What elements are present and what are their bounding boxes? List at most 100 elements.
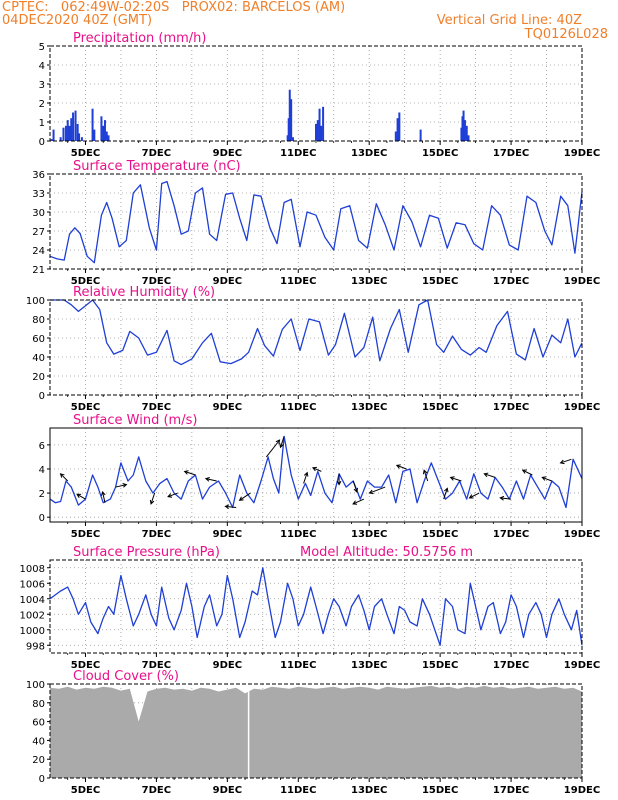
precip-bar bbox=[66, 120, 69, 141]
x-tick-label: 7DEC bbox=[142, 402, 171, 413]
panel-frame bbox=[49, 45, 583, 142]
precip-bar bbox=[460, 127, 463, 141]
precip-bar bbox=[70, 118, 73, 141]
y-tick-label: 2 bbox=[39, 99, 45, 110]
panel-title: Cloud Cover (%) bbox=[73, 669, 179, 684]
y-tick-label: 4 bbox=[39, 61, 45, 72]
wind-arrow bbox=[184, 470, 196, 476]
x-tick-label: 11DEC bbox=[280, 148, 316, 159]
wind-arrow bbox=[312, 467, 322, 472]
panel-title: Precipitation (mm/h) bbox=[73, 31, 206, 46]
wind-arrow-head bbox=[449, 476, 455, 481]
precip-bar bbox=[320, 125, 323, 141]
precip-bar bbox=[72, 112, 75, 141]
y-tick-label: 4 bbox=[39, 465, 45, 476]
x-tick-label: 17DEC bbox=[493, 148, 529, 159]
wind-arrow-head bbox=[499, 495, 505, 501]
wind-arrow bbox=[102, 491, 106, 503]
wind-arrow bbox=[396, 464, 407, 470]
wind-arrow bbox=[265, 439, 280, 458]
wind-arrow bbox=[469, 492, 480, 499]
x-tick-label: 17DEC bbox=[493, 785, 529, 796]
x-tick-label: 13DEC bbox=[351, 402, 387, 413]
x-tick-label: 15DEC bbox=[422, 276, 458, 287]
wind-arrow bbox=[352, 480, 358, 492]
y-tick-label: 30 bbox=[32, 208, 45, 219]
wind-arrow-head bbox=[444, 487, 449, 493]
wind-arrow bbox=[239, 492, 251, 501]
x-tick-label: 11DEC bbox=[280, 276, 316, 287]
x-tick-label: 15DEC bbox=[422, 148, 458, 159]
x-tick-label: 13DEC bbox=[351, 785, 387, 796]
precip-bar bbox=[286, 135, 289, 141]
wind-arrow-head bbox=[204, 477, 210, 482]
wind-arrow bbox=[150, 492, 156, 505]
precip-bar bbox=[100, 116, 103, 141]
y-tick-label: 40 bbox=[32, 353, 45, 364]
wind-arrow-head bbox=[336, 480, 342, 486]
wind-arrow-head bbox=[149, 499, 155, 505]
precip-bar bbox=[467, 135, 470, 141]
wind-arrow bbox=[167, 492, 178, 498]
wind-arrow bbox=[423, 470, 429, 482]
y-tick-label: 1006 bbox=[20, 579, 45, 590]
panel-frame bbox=[49, 427, 583, 523]
panel-title: Surface Pressure (hPa) bbox=[73, 545, 220, 560]
precip-bar bbox=[102, 125, 105, 141]
y-tick-label: 0 bbox=[39, 391, 45, 402]
x-tick-label: 7DEC bbox=[142, 529, 171, 540]
precip-bar bbox=[465, 125, 468, 141]
precip-bar bbox=[290, 99, 293, 141]
y-tick-label: 3 bbox=[39, 80, 45, 91]
x-tick-label: 9DEC bbox=[213, 402, 242, 413]
x-tick-label: 5DEC bbox=[71, 402, 100, 413]
wind-arrow bbox=[115, 484, 127, 488]
series-line bbox=[50, 299, 583, 366]
y-tick-label: 20 bbox=[32, 372, 45, 383]
wind-arrow-head bbox=[311, 466, 317, 472]
precip-bar bbox=[288, 89, 291, 141]
precip-bar bbox=[62, 127, 65, 141]
y-tick-label: 1 bbox=[39, 118, 45, 129]
y-tick-label: 6 bbox=[39, 441, 45, 452]
wind-arrow bbox=[443, 488, 448, 500]
x-tick-label: 15DEC bbox=[422, 529, 458, 540]
precip-bar bbox=[80, 137, 83, 141]
wind-arrow-head bbox=[303, 471, 309, 477]
wind-arrow-head bbox=[521, 469, 527, 474]
wind-arrow bbox=[560, 458, 572, 464]
precip-bar bbox=[78, 133, 81, 141]
y-tick-label: 60 bbox=[32, 718, 45, 729]
wind-arrow bbox=[280, 436, 285, 448]
x-tick-label: 5DEC bbox=[71, 785, 100, 796]
panel-title: Surface Wind (m/s) bbox=[73, 413, 197, 428]
precip-bar bbox=[105, 131, 108, 141]
precip-bar bbox=[398, 112, 401, 141]
y-tick-label: 20 bbox=[32, 755, 45, 766]
x-tick-label: 11DEC bbox=[280, 529, 316, 540]
wind-arrow bbox=[225, 505, 237, 509]
y-tick-label: 40 bbox=[32, 736, 45, 747]
y-tick-label: 27 bbox=[32, 227, 45, 238]
precip-bar bbox=[287, 118, 290, 141]
wind-arrow-head bbox=[279, 443, 284, 449]
wind-arrow-head bbox=[483, 472, 489, 478]
x-tick-label: 11DEC bbox=[280, 660, 316, 671]
wind-arrow-head bbox=[275, 439, 281, 445]
precip-bar bbox=[64, 125, 67, 141]
y-tick-label: 1008 bbox=[20, 564, 45, 575]
precip-bar bbox=[93, 129, 96, 141]
wind-arrow-head bbox=[422, 469, 428, 475]
wind-arrow bbox=[60, 473, 69, 482]
series-line bbox=[49, 180, 583, 264]
wind-arrow-head bbox=[559, 459, 565, 465]
precip-bar bbox=[91, 108, 94, 141]
wind-arrow-head bbox=[59, 473, 65, 478]
y-tick-label: 1000 bbox=[20, 626, 45, 637]
x-tick-label: 19DEC bbox=[564, 660, 600, 671]
x-tick-label: 15DEC bbox=[422, 660, 458, 671]
y-tick-label: 24 bbox=[32, 246, 45, 257]
x-tick-label: 5DEC bbox=[71, 276, 100, 287]
y-tick-label: 0 bbox=[39, 137, 45, 148]
